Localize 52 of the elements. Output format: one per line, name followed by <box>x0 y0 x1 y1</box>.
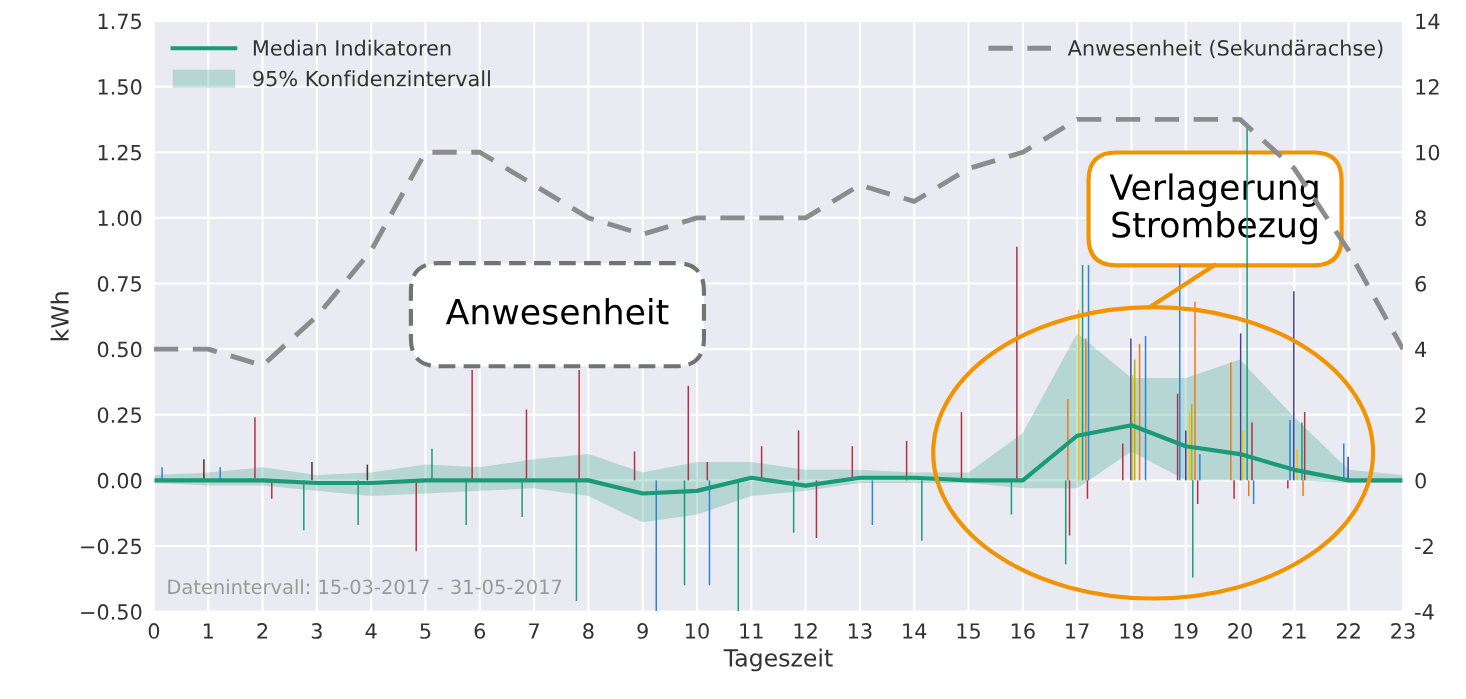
y-tick-label: 0.50 <box>97 341 142 358</box>
x-tick-label: 0 <box>148 623 160 639</box>
y2-tick-label: 4 <box>1415 341 1427 358</box>
legend-label: Anwesenheit (Sekundärachse) <box>1067 39 1383 59</box>
y-tick-label: 1.25 <box>98 144 141 161</box>
y2-tick-label: 6 <box>1415 275 1427 292</box>
y-tick-label: 0.25 <box>97 407 141 423</box>
y-tick-label: 1.00 <box>98 210 142 227</box>
x-tick-label: 19 <box>1174 623 1198 639</box>
y-tick-label: 0.75 <box>97 275 141 292</box>
y2-tick-label: 12 <box>1416 79 1439 95</box>
y2-tick-label: 0 <box>1415 472 1426 489</box>
x-tick-label: 12 <box>794 623 817 639</box>
x-tick-label: 11 <box>740 623 763 639</box>
line-series <box>153 116 1403 368</box>
annotation: 95% Konfidenzintervall <box>253 70 490 87</box>
x-tick-label: 15 <box>957 623 980 639</box>
x-tick-label: 1 <box>203 623 213 639</box>
y-axis-title: kWh <box>50 292 69 341</box>
y2-tick-label: 10 <box>1416 144 1440 161</box>
x-tick-label: 8 <box>583 623 594 639</box>
y-tick-label: −0.50 <box>81 604 142 620</box>
x-tick-label: 10 <box>686 623 709 639</box>
x-tick-label: 13 <box>848 623 872 639</box>
y2-tick-label: -4 <box>1415 604 1434 620</box>
x-tick-label: 7 <box>529 623 539 639</box>
x-tick-label: 4 <box>365 623 377 639</box>
x-tick-label: 2 <box>257 623 268 639</box>
y2-tick-label: 8 <box>1415 210 1426 227</box>
x-tick-label: 14 <box>903 623 927 639</box>
y2-tick-label: 14 <box>1416 13 1440 29</box>
x-tick-label: 23 <box>1391 623 1415 639</box>
x-tick-label: 22 <box>1336 623 1360 639</box>
y-tick-label: 0.00 <box>97 472 142 489</box>
x-tick-label: 21 <box>1282 623 1306 639</box>
y2-tick-label: 2 <box>1415 407 1426 423</box>
y2-tick-label: -2 <box>1415 538 1433 554</box>
x-tick-label: 16 <box>1011 623 1035 639</box>
annotation: Anwesenheit <box>445 297 669 325</box>
y-tick-label: −0.25 <box>81 538 141 555</box>
x-tick-label: 18 <box>1120 623 1144 639</box>
y-tick-label: 1.75 <box>98 13 141 30</box>
y-tick-label: 1.50 <box>98 79 142 95</box>
x-tick-label: 17 <box>1066 623 1089 639</box>
x-axis-title: Tageszeit <box>723 648 833 672</box>
annotation: Datenintervall: 15-03-2017 - 31-05-2017 <box>168 579 562 595</box>
legend-label: Median Indikatoren <box>253 39 451 56</box>
x-tick-label: 5 <box>420 623 431 639</box>
x-tick-label: 6 <box>474 623 486 639</box>
x-tick-label: 9 <box>637 623 648 639</box>
x-tick-label: 20 <box>1228 623 1252 639</box>
x-tick-label: 3 <box>311 623 322 639</box>
